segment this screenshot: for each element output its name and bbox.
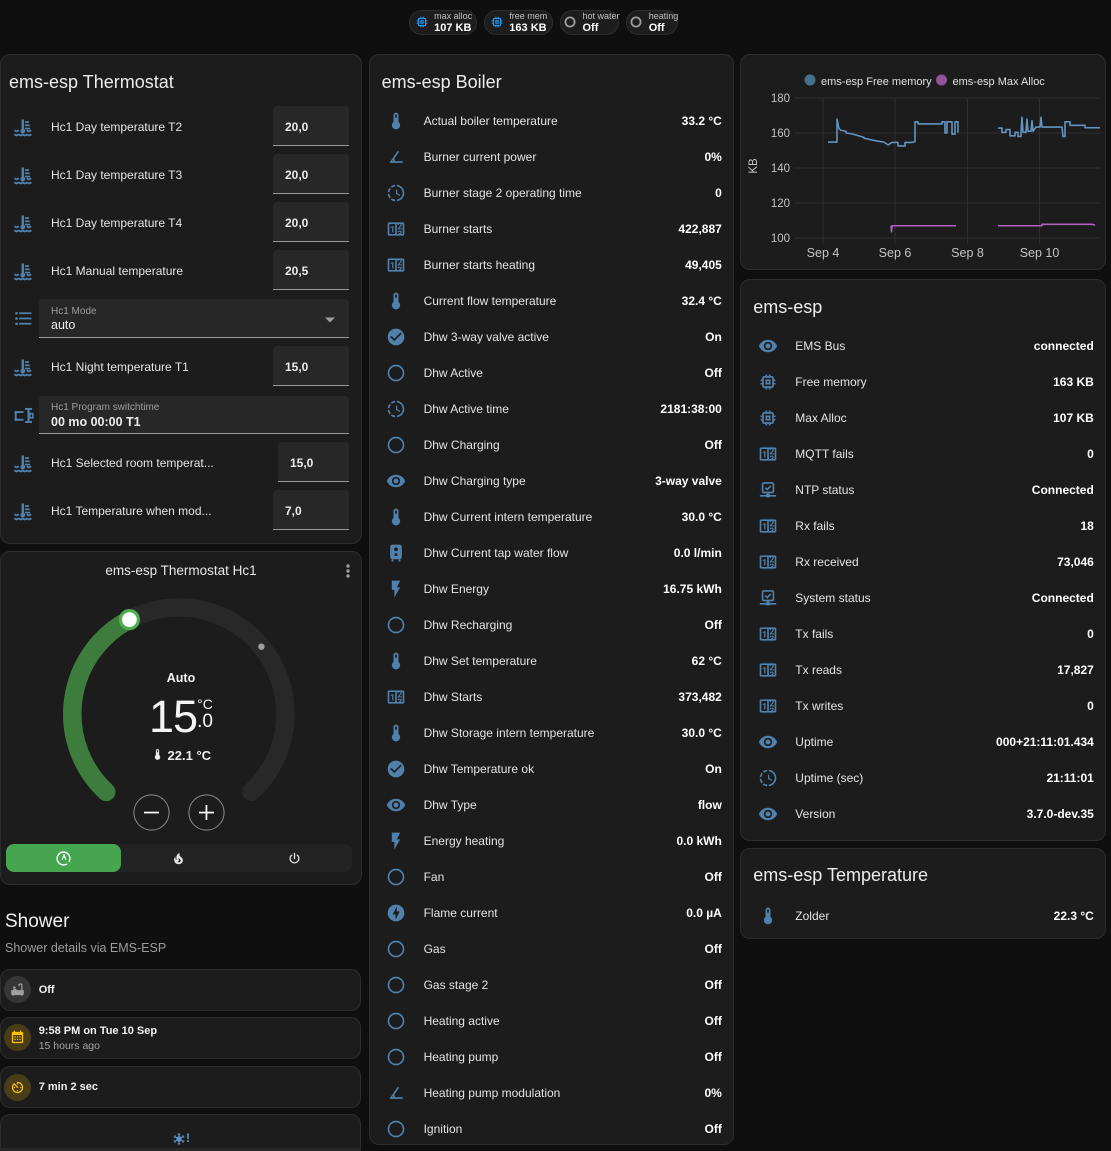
svg-text:160: 160 (771, 128, 790, 140)
svg-text:ems-esp Max Alloc: ems-esp Max Alloc (953, 76, 1046, 88)
svg-text:Sep 8: Sep 8 (951, 246, 984, 260)
svg-text:120: 120 (771, 198, 790, 210)
svg-text:180: 180 (771, 93, 790, 105)
svg-text:100: 100 (771, 233, 790, 245)
svg-text:140: 140 (771, 163, 790, 175)
svg-text:Sep 10: Sep 10 (1020, 246, 1060, 260)
svg-text:Sep 4: Sep 4 (807, 246, 840, 260)
svg-text:ems-esp Free memory: ems-esp Free memory (821, 76, 932, 88)
svg-text:Sep 6: Sep 6 (879, 246, 912, 260)
svg-text:KB: KB (748, 158, 760, 174)
